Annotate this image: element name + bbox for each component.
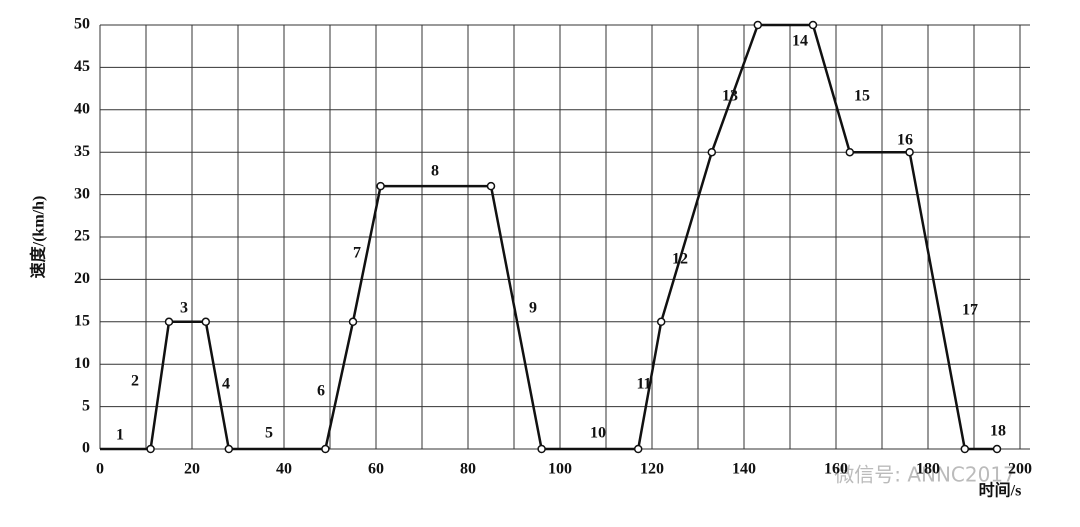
segment-label: 1 xyxy=(116,427,124,444)
point xyxy=(146,444,155,454)
x-tick-label: 180 xyxy=(916,461,940,478)
point xyxy=(905,147,914,157)
segment-label: 4 xyxy=(222,376,230,393)
point xyxy=(376,181,385,191)
y-tick-label: 50 xyxy=(74,16,90,33)
y-axis-label: 速度/(km/h) xyxy=(29,196,48,279)
y-tick-label: 10 xyxy=(74,355,90,372)
segment-label: 12 xyxy=(672,251,688,268)
point xyxy=(707,147,717,157)
y-tick-label: 35 xyxy=(74,143,90,160)
segment-label: 14 xyxy=(792,33,808,50)
segment-label: 10 xyxy=(590,425,606,442)
x-tick-label: 120 xyxy=(640,461,664,478)
point xyxy=(753,20,763,30)
x-tick-label: 40 xyxy=(276,461,292,478)
segment-label: 7 xyxy=(353,245,361,262)
segment-label: 13 xyxy=(722,88,738,105)
y-tick-label: 25 xyxy=(74,228,90,245)
point xyxy=(845,147,855,157)
x-tick-label: 140 xyxy=(732,461,756,478)
y-tick-label: 30 xyxy=(74,185,90,202)
point xyxy=(992,444,1002,454)
x-tick-label: 200 xyxy=(1008,461,1032,478)
y-tick-label: 0 xyxy=(82,440,90,457)
point xyxy=(321,444,330,454)
segment-label: 6 xyxy=(317,383,325,400)
segment-label: 18 xyxy=(990,423,1006,440)
segment-label: 16 xyxy=(897,132,913,149)
point xyxy=(224,444,234,454)
y-tick-label: 15 xyxy=(74,312,90,329)
segment-label: 3 xyxy=(180,300,188,317)
segment-label: 9 xyxy=(529,300,537,317)
x-tick-label: 0 xyxy=(96,461,104,478)
segment-label: 8 xyxy=(431,163,439,180)
segment-label: 17 xyxy=(962,302,978,319)
y-tick-label: 45 xyxy=(74,58,90,75)
x-axis-label: 时间/s xyxy=(979,481,1022,500)
y-tick-label: 40 xyxy=(74,100,90,117)
y-tick-label: 5 xyxy=(82,397,90,414)
point xyxy=(656,317,666,327)
watermark: 微信号: ANNC2017 xyxy=(834,463,1016,487)
segment-label: 5 xyxy=(265,425,273,442)
x-tick-label: 60 xyxy=(368,461,384,478)
point xyxy=(960,444,970,454)
point xyxy=(808,20,818,30)
point xyxy=(537,444,546,454)
x-tick-label: 100 xyxy=(548,461,572,478)
x-tick-label: 160 xyxy=(824,461,848,478)
point xyxy=(348,317,358,327)
segment-label: 15 xyxy=(854,88,870,105)
x-tick-label: 20 xyxy=(184,461,200,478)
x-tick-label: 80 xyxy=(460,461,476,478)
point xyxy=(486,181,496,191)
point xyxy=(201,317,211,327)
y-tick-label: 20 xyxy=(74,270,90,287)
point xyxy=(633,444,643,454)
segment-label: 11 xyxy=(636,376,651,393)
point xyxy=(164,317,174,327)
segment-label: 2 xyxy=(131,373,139,390)
